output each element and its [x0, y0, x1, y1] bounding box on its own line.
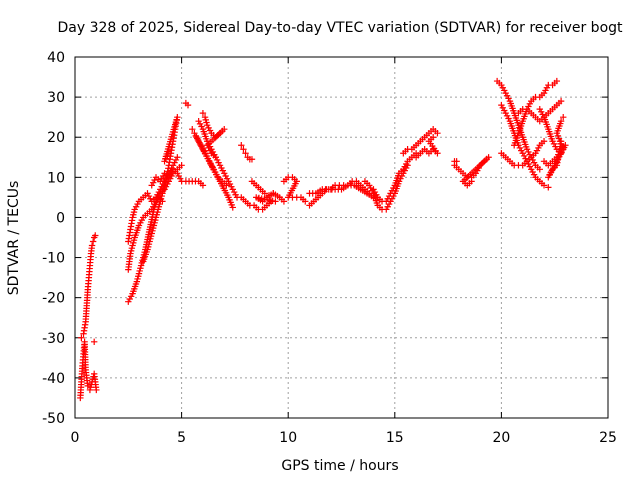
y-tick-label: 0 — [56, 210, 65, 226]
plot-frame — [74, 56, 609, 419]
data-point — [199, 182, 207, 189]
data-point — [93, 386, 100, 394]
x-tick-label: 0 — [71, 430, 80, 446]
data-point — [229, 204, 236, 211]
data-point — [261, 190, 268, 197]
data-point — [90, 338, 98, 345]
data-point — [89, 238, 97, 245]
x-tick-label: 25 — [599, 430, 617, 446]
y-tick-label: -20 — [42, 291, 65, 307]
data-point — [174, 154, 181, 161]
data-point — [557, 97, 565, 105]
data-point — [302, 198, 309, 205]
data-point — [92, 232, 99, 239]
data-point — [248, 156, 256, 163]
data-point — [560, 113, 567, 121]
data-point — [242, 150, 249, 157]
data-point — [557, 117, 565, 125]
chart-title: Day 328 of 2025, Sidereal Day-to-day VTE… — [57, 20, 623, 36]
data-point — [280, 198, 288, 205]
axis-ticks: 0 5 10 15 20 25 -50 -40 -30 -20 -10 0 10 20 30 40 — [42, 50, 617, 446]
data-point — [199, 109, 207, 117]
data-point — [270, 190, 277, 197]
x-tick-label: 5 — [177, 430, 186, 446]
data-point — [265, 192, 273, 199]
data-point — [212, 154, 219, 161]
x-tick-label: 20 — [492, 430, 510, 446]
data-point — [178, 162, 185, 169]
data-point — [238, 142, 245, 149]
y-tick-label: 20 — [47, 130, 65, 146]
y-tick-label: -40 — [42, 371, 65, 387]
data-point — [540, 182, 548, 189]
x-tick-label: 15 — [386, 430, 404, 446]
y-tick-label: -30 — [42, 331, 65, 347]
data-point — [557, 138, 565, 145]
y-tick-label: -10 — [42, 251, 65, 267]
data-point — [434, 130, 441, 137]
data-point — [545, 184, 552, 191]
data-points — [77, 77, 569, 402]
y-tick-label: 40 — [47, 50, 65, 66]
y-tick-label: 10 — [47, 170, 65, 186]
data-point — [184, 101, 192, 109]
data-point — [553, 77, 561, 85]
data-point — [468, 178, 475, 185]
data-point — [165, 150, 173, 157]
data-point — [536, 166, 543, 173]
y-tick-label: -50 — [42, 411, 65, 427]
data-point — [189, 126, 196, 133]
data-point — [240, 146, 247, 153]
x-axis-label: GPS time / hours — [281, 458, 398, 474]
data-point — [453, 158, 460, 165]
y-axis-label: SDTVAR / TECUs — [6, 181, 22, 296]
data-point — [84, 382, 91, 390]
data-point — [429, 134, 437, 141]
data-point — [78, 334, 85, 341]
data-point — [88, 242, 96, 249]
x-tick-label: 10 — [279, 430, 297, 446]
grid-lines — [75, 57, 608, 418]
data-point — [540, 138, 548, 145]
y-tick-label: 30 — [47, 90, 65, 106]
